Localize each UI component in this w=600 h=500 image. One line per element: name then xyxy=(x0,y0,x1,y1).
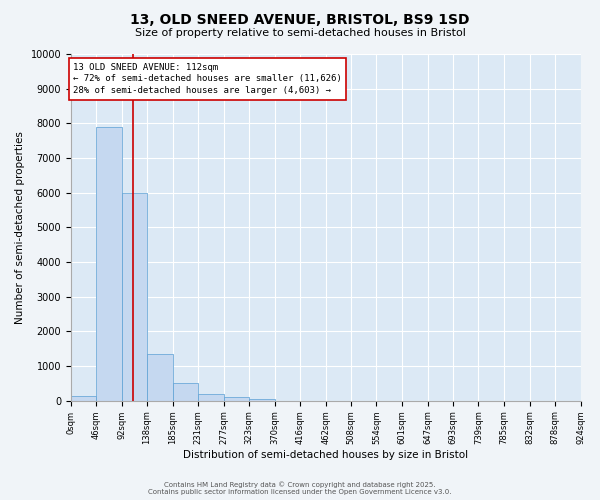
Bar xyxy=(173,384,199,400)
Bar xyxy=(147,354,173,401)
Bar xyxy=(249,399,275,400)
Bar xyxy=(122,192,147,400)
Text: Contains public sector information licensed under the Open Government Licence v3: Contains public sector information licen… xyxy=(148,489,452,495)
Text: 13 OLD SNEED AVENUE: 112sqm
← 72% of semi-detached houses are smaller (11,626)
2: 13 OLD SNEED AVENUE: 112sqm ← 72% of sem… xyxy=(73,62,342,96)
Bar xyxy=(199,394,224,400)
Bar xyxy=(71,396,96,400)
Y-axis label: Number of semi-detached properties: Number of semi-detached properties xyxy=(15,131,25,324)
Text: Contains HM Land Registry data © Crown copyright and database right 2025.: Contains HM Land Registry data © Crown c… xyxy=(164,481,436,488)
Bar xyxy=(224,398,249,400)
Bar xyxy=(96,127,122,400)
Text: 13, OLD SNEED AVENUE, BRISTOL, BS9 1SD: 13, OLD SNEED AVENUE, BRISTOL, BS9 1SD xyxy=(130,12,470,26)
Text: Size of property relative to semi-detached houses in Bristol: Size of property relative to semi-detach… xyxy=(134,28,466,38)
X-axis label: Distribution of semi-detached houses by size in Bristol: Distribution of semi-detached houses by … xyxy=(183,450,468,460)
